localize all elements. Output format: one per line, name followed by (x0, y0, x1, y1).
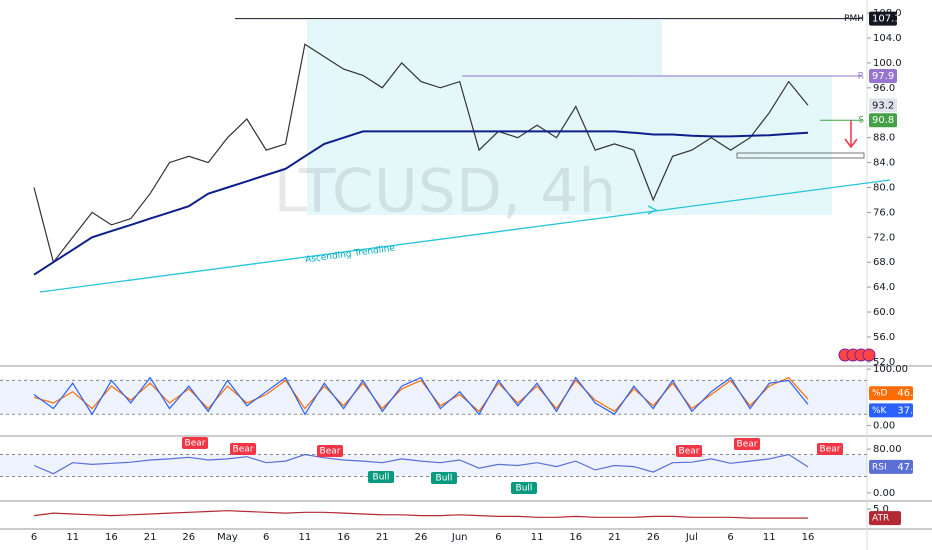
signal-label: Bear (679, 447, 700, 457)
x-tick-label: 21 (376, 532, 389, 543)
x-tick-label: 16 (569, 532, 582, 543)
x-tick-label: 6 (495, 532, 501, 543)
level-value-box (869, 11, 897, 26)
level-value: 90.8 (872, 115, 894, 126)
y-tick-label: 60.0 (873, 307, 895, 318)
level-value: 97.9 (872, 71, 894, 82)
x-tick-label: 21 (608, 532, 621, 543)
y-tick-label: 80.0 (873, 182, 895, 193)
signal-box (317, 445, 343, 457)
y-tick-label: 64.0 (873, 282, 895, 293)
signal-label: Bear (185, 439, 206, 449)
x-tick-label: 11 (763, 532, 776, 543)
series-line (33, 510, 808, 519)
level-name: R (858, 71, 864, 81)
support-zone (736, 152, 865, 159)
signal-label: Bear (320, 447, 341, 457)
series-line (33, 130, 809, 276)
y-tick-label: 52.0 (873, 357, 895, 368)
flag-icons (838, 348, 876, 362)
signal-box (511, 482, 537, 494)
x-tick-label: 6 (727, 532, 733, 543)
series-line (33, 43, 809, 264)
series-line (33, 376, 809, 416)
x-tick-label: 26 (647, 532, 660, 543)
last-value: 47.39 (897, 462, 926, 473)
y-tick-label: 104.0 (873, 33, 902, 44)
signal-box (676, 445, 702, 457)
last-price: 93.2 (872, 100, 894, 111)
y-tick-label: 5.0 (873, 504, 889, 515)
signal-box (368, 471, 394, 483)
signal-label: Bull (373, 473, 390, 483)
x-tick-label: 21 (144, 532, 157, 543)
signal-label: Bull (436, 474, 453, 484)
x-tick-label: 11 (299, 532, 312, 543)
last-value: 3.9 (910, 513, 926, 524)
x-tick-label: 26 (182, 532, 195, 543)
y-tick-label: 76.0 (873, 207, 895, 218)
x-tick-label: 16 (337, 532, 350, 543)
level-value-box (869, 68, 897, 83)
trendline (39, 179, 891, 293)
value-tag-bg-box (869, 386, 913, 401)
x-tick-label: May (217, 532, 238, 543)
signal-box (182, 437, 208, 449)
signal-label: Bear (820, 445, 841, 455)
series-name: ATR (872, 514, 889, 524)
series-name: %K (872, 406, 888, 416)
x-tick-label: 11 (531, 532, 544, 543)
x-tick-label: 6 (263, 532, 269, 543)
y-tick-label: 68.0 (873, 257, 895, 268)
series-name: RSI (872, 462, 887, 472)
series-name: %D (872, 389, 888, 399)
y-tick-label: 80.00 (873, 444, 902, 455)
last-price-box (869, 98, 897, 113)
x-tick-label: 16 (105, 532, 118, 543)
x-tick-label: 26 (415, 532, 428, 543)
y-tick-label: 0.00 (873, 421, 895, 432)
volume-profile (307, 20, 832, 215)
signal-label: Bull (516, 484, 533, 494)
signal-box (734, 438, 760, 450)
x-tick-label: 6 (31, 532, 37, 543)
signal-box (230, 443, 256, 455)
y-tick-label: 84.0 (873, 158, 895, 169)
trend-arrow (647, 205, 658, 215)
y-tick-label: 88.0 (873, 133, 895, 144)
last-value: 46.66 (897, 388, 926, 399)
x-tick-label: Jun (451, 532, 468, 543)
signal-label: Bear (737, 440, 758, 450)
y-tick-label: 72.0 (873, 232, 895, 243)
level-name: S (858, 116, 864, 126)
y-tick-label: 56.0 (873, 332, 895, 343)
level-name: PMH (844, 14, 864, 24)
series-line (33, 453, 809, 475)
x-tick-label: 16 (802, 532, 815, 543)
x-tick-label: Jul (685, 532, 698, 543)
value-tag-bg-box (869, 459, 913, 474)
signal-box (431, 472, 457, 484)
signal-box (817, 443, 843, 455)
signal-label: Bear (233, 445, 254, 455)
value-tag-bg-box (869, 403, 913, 418)
watermark: LTCUSD, 4h (274, 157, 617, 227)
level-value-box (869, 113, 897, 128)
last-value: 37.44 (897, 405, 926, 416)
y-tick-label: 96.0 (873, 83, 895, 94)
y-tick-label: 100.00 (873, 364, 908, 375)
x-tick-label: 11 (66, 532, 79, 543)
down-arrow (844, 120, 858, 149)
y-tick-label: 0.00 (873, 488, 895, 499)
y-tick-label: 100.0 (873, 58, 902, 69)
value-tag-bg-box (869, 511, 901, 526)
level-value: 107.1 (872, 14, 901, 25)
